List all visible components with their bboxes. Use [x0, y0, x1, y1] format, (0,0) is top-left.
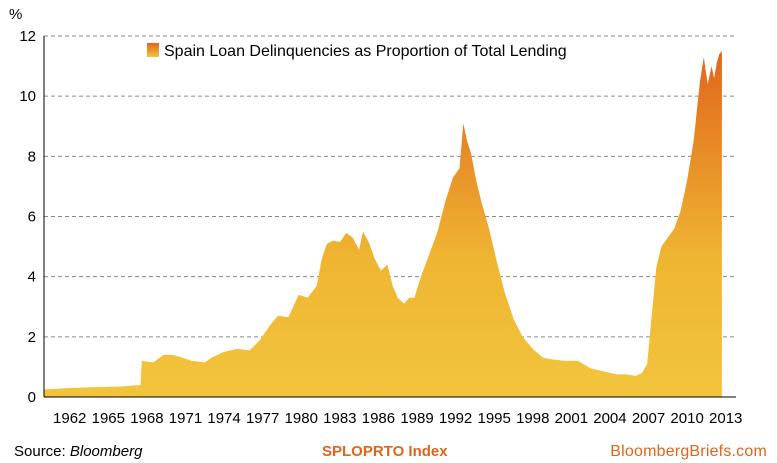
footer: Source: Bloomberg SPLOPRTO Index Bloombe… — [0, 440, 777, 463]
y-tick-label: 12 — [19, 28, 36, 45]
y-tick-label: 6 — [28, 209, 36, 226]
x-tick-label: 1989 — [400, 410, 433, 427]
x-tick-label: 2001 — [555, 410, 588, 427]
x-tick-label: 1968 — [130, 410, 163, 427]
gridlines — [44, 35, 736, 338]
x-tick-label: 1998 — [516, 410, 549, 427]
x-tick-label: 1977 — [246, 410, 279, 427]
x-tick-label: 1962 — [53, 410, 86, 427]
x-tick-label: 1971 — [169, 410, 202, 427]
axes — [43, 36, 736, 398]
y-tick-label: 8 — [28, 148, 36, 165]
x-tick-label: 2010 — [670, 410, 703, 427]
legend-label: Spain Loan Delinquencies as Proportion o… — [164, 43, 567, 60]
legend: Spain Loan Delinquencies as Proportion o… — [147, 43, 567, 60]
x-tick-labels: 1962 1965 1968 1971 1974 1977 1980 1983 1986 1989… — [53, 410, 742, 427]
x-tick-label: 2007 — [632, 410, 665, 427]
x-tick-label: 2013 — [709, 410, 742, 427]
x-tick-label: 1980 — [285, 410, 318, 427]
y-tick-label: 2 — [28, 329, 36, 346]
x-tick-label: 1986 — [362, 410, 395, 427]
x-tick-label: 2004 — [593, 410, 626, 427]
x-tick-label: 1995 — [477, 410, 510, 427]
y-axis-label: % — [9, 6, 22, 23]
source-name: Bloomberg — [69, 443, 143, 460]
source-note: Source: Bloomberg — [14, 443, 142, 460]
y-tick-label: 10 — [19, 88, 36, 105]
source-label: Source: — [14, 443, 70, 460]
x-tick-label: 1965 — [92, 410, 125, 427]
legend-swatch — [147, 43, 159, 57]
y-tick-label: 4 — [28, 269, 36, 286]
x-tick-label: 1983 — [323, 410, 356, 427]
brand-label: BloombergBriefs.com — [610, 443, 767, 460]
x-tick-label: 1974 — [207, 410, 240, 427]
ticker-label: SPLOPRTO Index — [322, 443, 448, 460]
y-tick-label: 0 — [28, 389, 36, 406]
area-layer — [44, 51, 722, 397]
x-tick-label: 1992 — [439, 410, 472, 427]
series-area — [44, 51, 722, 397]
y-tick-labels: 0 2 4 6 8 10 12 — [19, 28, 36, 406]
